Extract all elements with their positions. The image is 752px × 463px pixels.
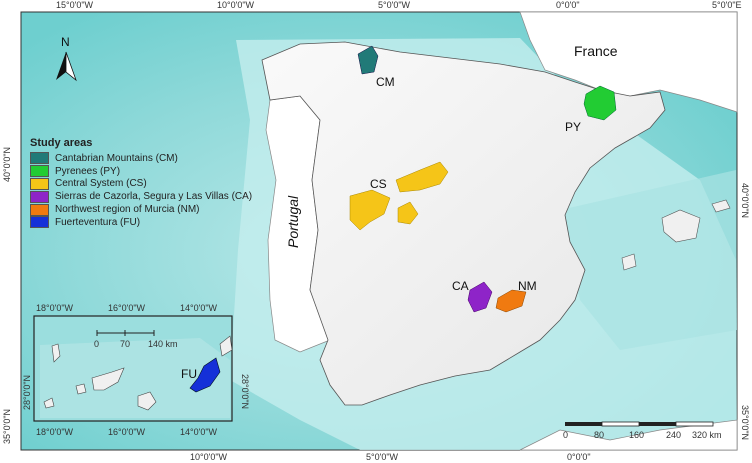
scale-240: 240: [666, 430, 681, 440]
label-py: PY: [565, 120, 581, 134]
area-cantabrian-mountains: [357, 45, 379, 75]
inset-shelf: [40, 338, 230, 418]
legend-label: Northwest region of Murcia (NM): [55, 204, 200, 216]
legend-label: Fuerteventura (FU): [55, 216, 141, 228]
legend-label: Pyrenees (PY): [55, 165, 121, 177]
inset-scale-140: 140 km: [148, 339, 178, 349]
inset-lon-14w-bottom: 14°0'0"W: [180, 427, 218, 437]
africa-land: [519, 419, 738, 451]
mallorca: [661, 209, 701, 243]
lat-tick-right-35n: 35°0'0"N: [740, 405, 750, 440]
island-lanzarote: [219, 335, 233, 357]
scale-0: 0: [563, 430, 568, 440]
inset-lat-right: 28°0'0"N: [240, 374, 250, 409]
lat-tick-right-40n: 40°0'0"N: [740, 183, 750, 218]
north-label: N: [61, 35, 70, 49]
legend: Study areas Cantabrian Mountains (CM) Py…: [30, 137, 265, 229]
legend-swatch: [30, 152, 49, 165]
legend-item: Sierras de Cazorla, Segura y Las Villas …: [30, 190, 265, 203]
inset-scalebar: 0 70 140 km: [94, 330, 178, 349]
legend-label: Central System (CS): [55, 178, 147, 190]
legend-item: Cantabrian Mountains (CM): [30, 152, 265, 165]
legend-swatch: [30, 190, 49, 203]
label-cs: CS: [370, 177, 387, 191]
area-pyrenees: [583, 85, 617, 121]
legend-label: Sierras de Cazorla, Segura y Las Villas …: [55, 191, 253, 203]
scale-80: 80: [594, 430, 604, 440]
scalebar: 0 80 160 240 320 km: [563, 421, 722, 440]
area-central-system-1: [395, 161, 449, 193]
inset-lon-14w-top: 14°0'0"W: [180, 303, 218, 313]
inset-lon-16w-bottom: 16°0'0"W: [108, 427, 146, 437]
lat-tick-left-35n: 35°0'0"N: [2, 409, 12, 444]
spain-land: [261, 41, 666, 406]
area-fuerteventura: [189, 357, 221, 393]
inset-scale-70: 70: [120, 339, 130, 349]
lon-tick-bottom-10w: 10°0'0"W: [190, 452, 228, 462]
label-portugal: Portugal: [285, 195, 301, 248]
lon-tick-top-15w: 15°0'0"W: [56, 0, 94, 10]
island-el-hierro: [43, 397, 55, 409]
lon-tick-bottom-5w: 5°0'0"W: [366, 452, 399, 462]
island-gran-canaria: [137, 391, 157, 411]
island-tenerife: [91, 367, 125, 391]
area-central-system-2: [349, 189, 391, 231]
ibiza: [621, 253, 637, 271]
area-murcia-northwest: [495, 289, 527, 313]
legend-item: Fuerteventura (FU): [30, 216, 265, 229]
legend-label: Cantabrian Mountains (CM): [55, 152, 178, 164]
north-arrow: N: [56, 35, 77, 82]
lon-tick-top-10w: 10°0'0"W: [217, 0, 255, 10]
lon-tick-top-5e: 5°0'0"E: [712, 0, 742, 10]
legend-item: Central System (CS): [30, 177, 265, 191]
label-ca: CA: [452, 279, 469, 293]
inset-lon-16w-top: 16°0'0"W: [108, 303, 146, 313]
legend-swatch: [30, 177, 49, 190]
inset-scale-0: 0: [94, 339, 99, 349]
inset-lat-left: 28°0'0"N: [22, 375, 32, 410]
lon-tick-top-0: 0°0'0": [556, 0, 580, 10]
scale-160: 160: [629, 430, 644, 440]
island-la-gomera: [75, 383, 87, 395]
legend-swatch: [30, 216, 49, 229]
north-arrow-left: [56, 52, 66, 80]
north-arrow-right: [65, 51, 77, 82]
lon-tick-top-5w: 5°0'0"W: [378, 0, 411, 10]
area-central-system-3: [397, 201, 419, 225]
label-cm: CM: [376, 75, 395, 89]
label-fu: FU: [181, 367, 197, 381]
inset-lon-18w-bottom: 18°0'0"W: [36, 427, 74, 437]
area-cazorla-segura: [467, 281, 493, 313]
label-nm: NM: [518, 279, 537, 293]
legend-item: Pyrenees (PY): [30, 165, 265, 178]
lon-tick-bottom-0: 0°0'0": [567, 452, 591, 462]
lat-tick-left-40n: 40°0'0"N: [2, 147, 12, 182]
legend-title: Study areas: [30, 137, 93, 149]
inset-lon-18w-top: 18°0'0"W: [36, 303, 74, 313]
menorca: [711, 199, 731, 213]
inset-map: FU 0 70 140 km 18°0'0"W 16°0'0"W 14°0'0"…: [22, 303, 250, 437]
legend-item: Northwest region of Murcia (NM): [30, 203, 265, 216]
legend-swatch: [30, 203, 49, 216]
label-france: France: [574, 43, 618, 59]
scale-320: 320 km: [692, 430, 722, 440]
island-la-palma: [51, 343, 61, 363]
legend-swatch: [30, 165, 49, 178]
